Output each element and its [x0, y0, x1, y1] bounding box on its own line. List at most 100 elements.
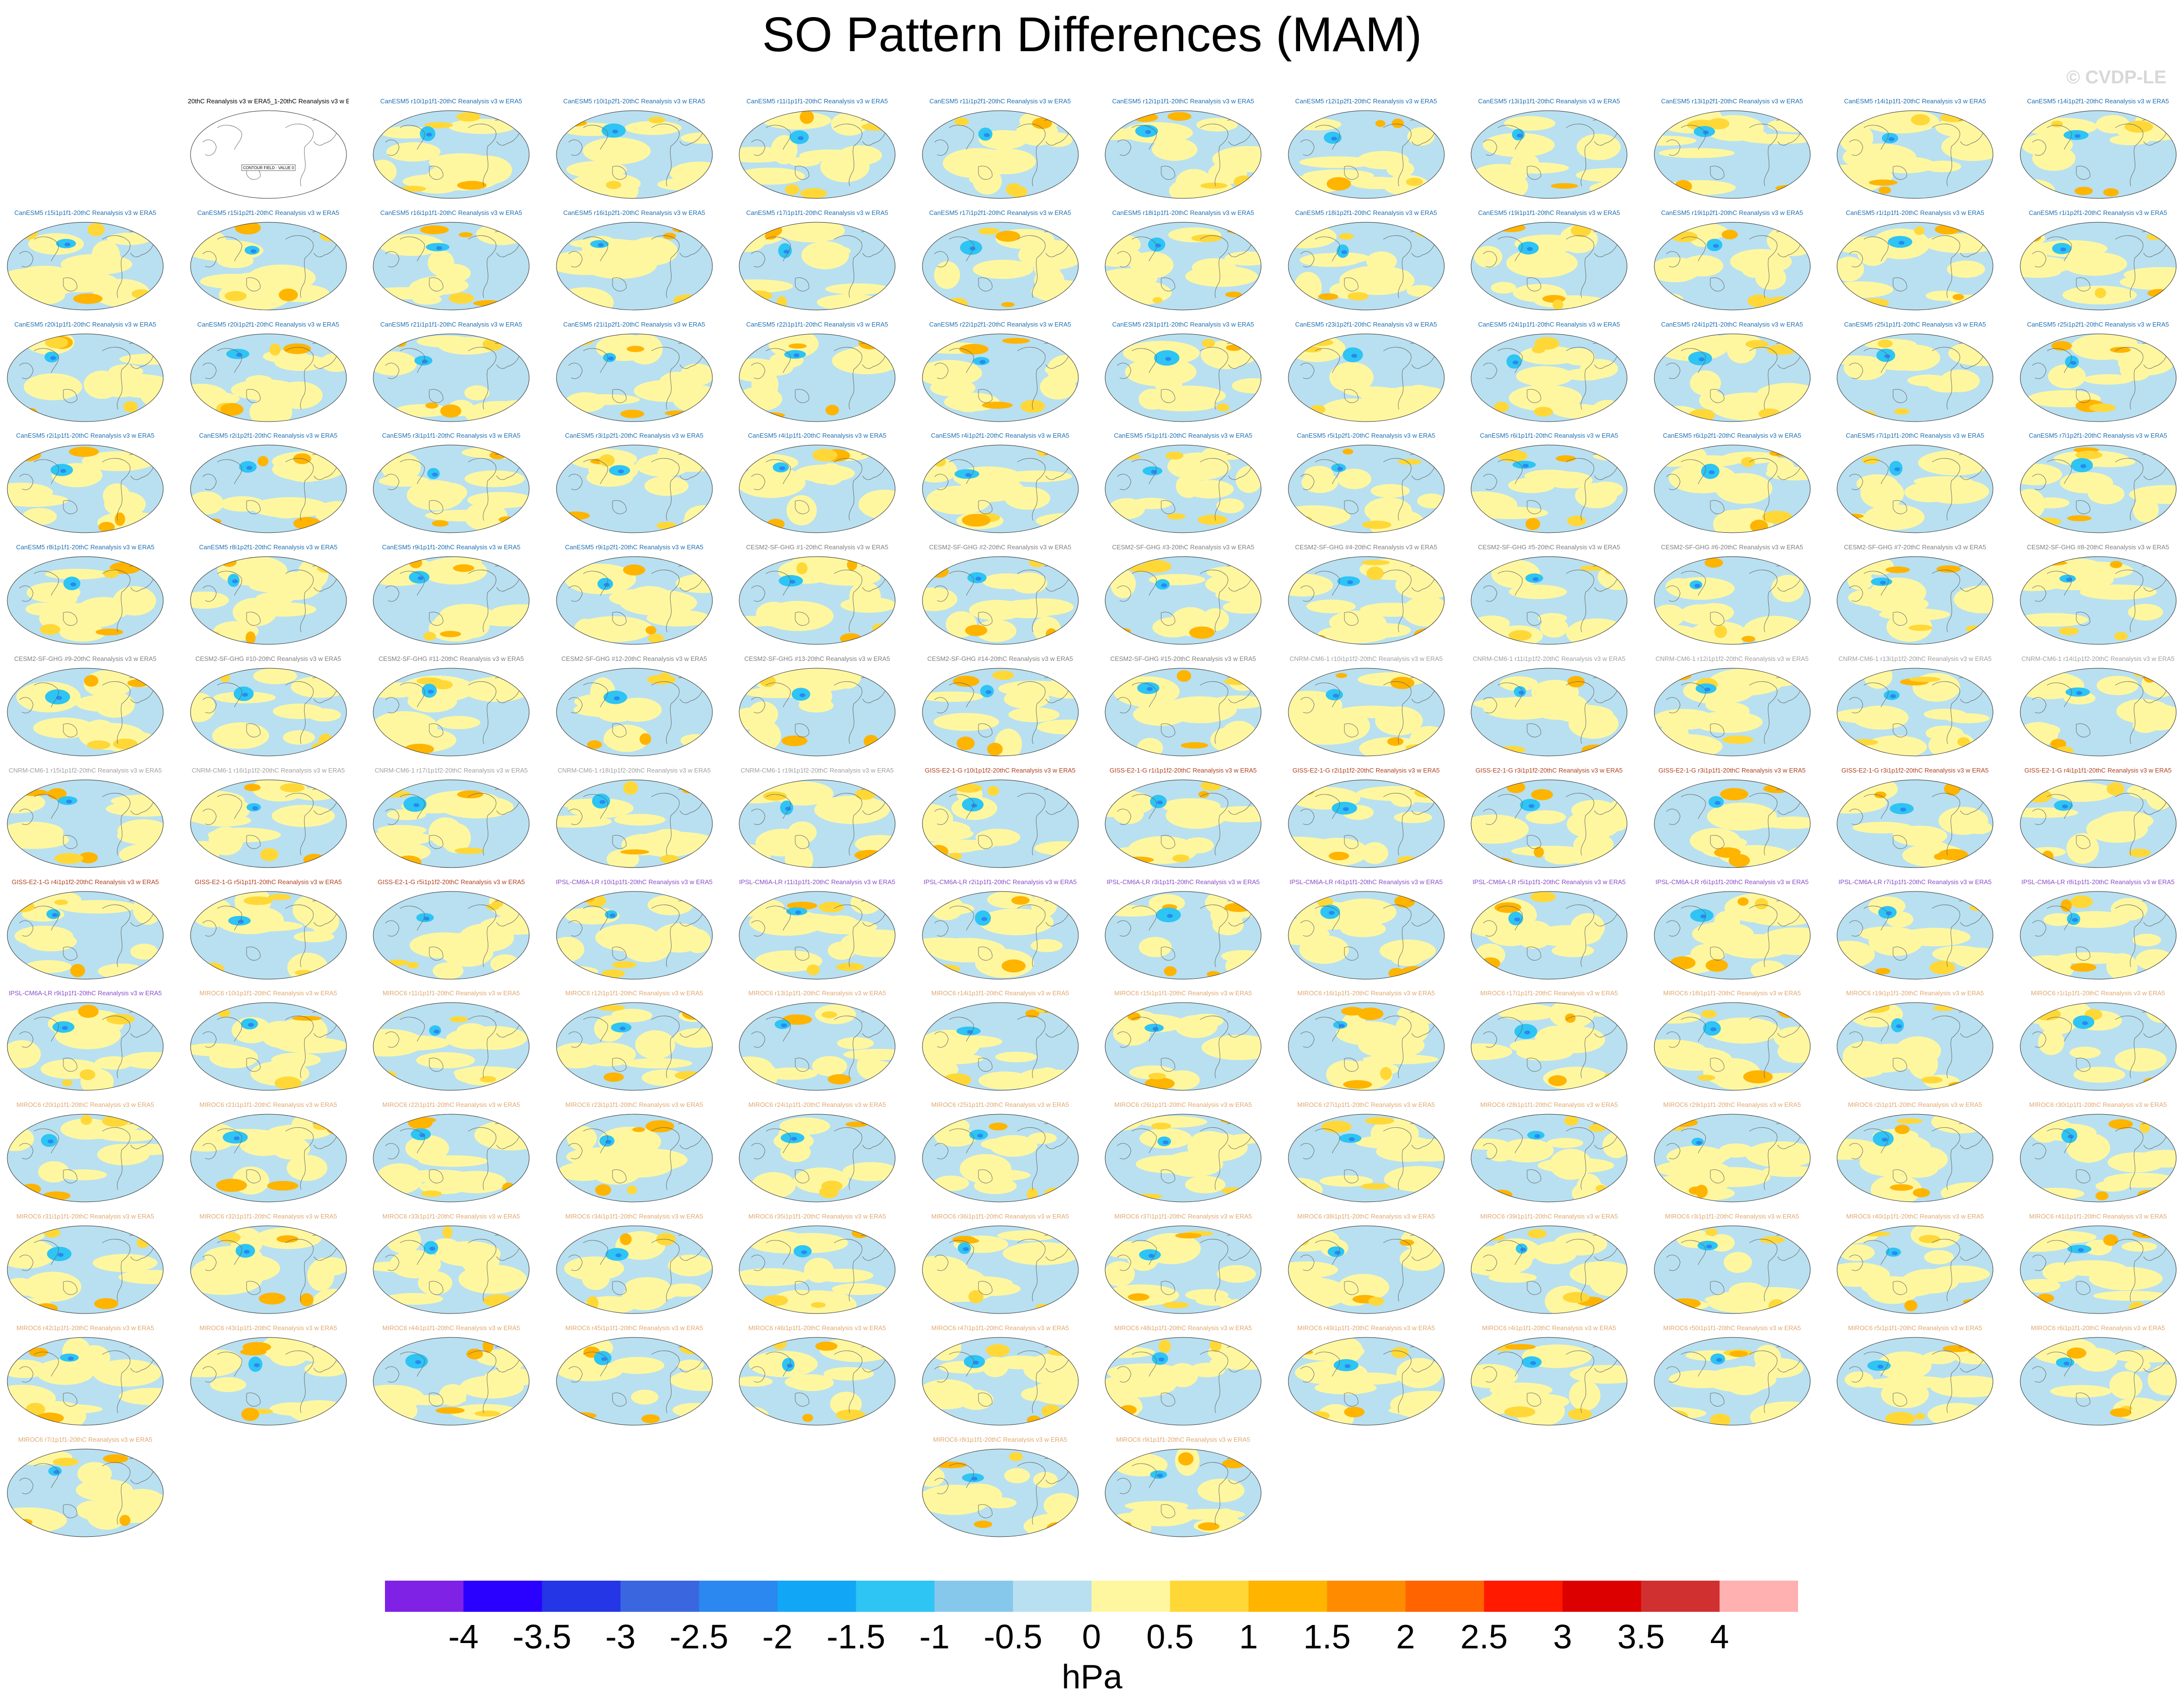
- panel-title: CNRM-CM6-1 r15i1p1f2-20thC Reanalysis v3…: [8, 766, 162, 774]
- globe-map: [1654, 668, 1810, 756]
- globe-map: [373, 779, 530, 868]
- globe-map: [1837, 333, 1993, 422]
- map-panel: GISS-E2-1-G r3i1p1f2-20thC Reanalysis v3…: [1469, 767, 1629, 876]
- globe-map: [373, 222, 530, 310]
- globe-map: [922, 1225, 1078, 1314]
- map-panel: CanESM5 r20i1p2f1-20thC Reanalysis v3 w …: [188, 321, 349, 430]
- panel-title: GISS-E2-1-G r3i1p1f2-20thC Reanalysis v3…: [1841, 766, 1989, 774]
- colorbar-tick-label: -2: [762, 1618, 793, 1656]
- map-panel: MIROC6 r9i1p1f1-20thC Reanalysis v3 w ER…: [1103, 1436, 1264, 1545]
- panel-title: MIROC6 r14i1p1f1-20thC Reanalysis v3 w E…: [931, 989, 1069, 997]
- map-panel: CESM2-SF-GHG #15-20thC Reanalysis v3 w E…: [1103, 655, 1264, 764]
- globe-map: [2020, 668, 2176, 756]
- map-panel: CanESM5 r13i1p2f1-20thC Reanalysis v3 w …: [1652, 97, 1813, 207]
- map-panel: IPSL-CM6A-LR r5i1p1f1-20thC Reanalysis v…: [1469, 878, 1629, 987]
- globe-map: [2020, 891, 2176, 980]
- globe-map: [1288, 556, 1444, 645]
- map-panel: MIROC6 r28i1p1f1-20thC Reanalysis v3 w E…: [1469, 1101, 1629, 1210]
- panel-title: CanESM5 r21i1p2f1-20thC Reanalysis v3 w …: [563, 320, 706, 328]
- globe-map: [190, 556, 346, 645]
- globe-map: [373, 333, 530, 422]
- globe-map: [922, 891, 1078, 980]
- panel-title: CanESM5 r4i1p1f1-20thC Reanalysis v3 w E…: [748, 432, 886, 440]
- map-panel: GISS-E2-1-G r5i1p1f2-20thC Reanalysis v3…: [371, 878, 532, 987]
- globe-map: [1288, 1114, 1444, 1202]
- map-panel: CESM2-SF-GHG #13-20thC Reanalysis v3 w E…: [737, 655, 898, 764]
- panel-title: GISS-E2-1-G r4i1p1f2-20thC Reanalysis v3…: [11, 878, 159, 886]
- map-panel: CESM2-SF-GHG #7-20thC Reanalysis v3 w ER…: [1835, 543, 1995, 653]
- panel-title: CESM2-SF-GHG #1-20thC Reanalysis v3 w ER…: [746, 543, 888, 551]
- map-panel: MIROC6 r38i1p1f1-20thC Reanalysis v3 w E…: [1286, 1213, 1447, 1322]
- map-panel: CanESM5 r15i1p1f1-20thC Reanalysis v3 w …: [5, 209, 166, 318]
- map-panel: MIROC6 r10i1p1f1-20thC Reanalysis v3 w E…: [188, 989, 349, 1099]
- panel-title: IPSL-CM6A-LR r11i1p1f1-20thC Reanalysis …: [739, 878, 896, 886]
- panel-title: MIROC6 r30i1p1f1-20thC Reanalysis v3 w E…: [2029, 1101, 2167, 1109]
- panel-title: CanESM5 r13i1p2f1-20thC Reanalysis v3 w …: [1661, 97, 1803, 105]
- globe-map: [373, 445, 530, 533]
- globe-map: [739, 222, 896, 310]
- panel-title: CanESM5 r15i1p1f1-20thC Reanalysis v3 w …: [14, 209, 156, 216]
- panel-title: MIROC6 r23i1p1f1-20thC Reanalysis v3 w E…: [565, 1101, 703, 1109]
- panel-title: CanESM5 r24i1p2f1-20thC Reanalysis v3 w …: [1661, 320, 1803, 328]
- map-panel: MIROC6 r8i1p1f1-20thC Reanalysis v3 w ER…: [920, 1436, 1081, 1545]
- globe-map: [1288, 333, 1444, 422]
- panel-title: CanESM5 r14i1p2f1-20thC Reanalysis v3 w …: [2027, 97, 2169, 105]
- globe-map: [1288, 779, 1444, 868]
- globe-map: [1654, 445, 1810, 533]
- map-panel: MIROC6 r23i1p1f1-20thC Reanalysis v3 w E…: [554, 1101, 715, 1210]
- globe-map: [7, 1449, 164, 1537]
- map-panel: MIROC6 r3i1p1f1-20thC Reanalysis v3 w ER…: [1652, 1213, 1813, 1322]
- map-panel: MIROC6 r33i1p1f1-20thC Reanalysis v3 w E…: [371, 1213, 532, 1322]
- globe-map: [1105, 556, 1262, 645]
- globe-map: [739, 445, 896, 533]
- map-panel: CanESM5 r15i1p2f1-20thC Reanalysis v3 w …: [188, 209, 349, 318]
- globe-map: CONTOUR FIELD - VALUE 0: [190, 110, 346, 199]
- panel-title: CanESM5 r14i1p1f1-20thC Reanalysis v3 w …: [1844, 97, 1986, 105]
- panel-title: MIROC6 r24i1p1f1-20thC Reanalysis v3 w E…: [748, 1101, 886, 1109]
- globe-map: [556, 1337, 712, 1426]
- panel-title: MIROC6 r16i1p1f1-20thC Reanalysis v3 w E…: [1297, 989, 1435, 997]
- globe-map: [1105, 668, 1262, 756]
- globe-map: [2020, 333, 2176, 422]
- map-panel: MIROC6 r26i1p1f1-20thC Reanalysis v3 w E…: [1103, 1101, 1264, 1210]
- panel-title: MIROC6 r10i1p1f1-20thC Reanalysis v3 w E…: [199, 989, 337, 997]
- map-panel: 20thC Reanalysis v3 w ERA5_1-20thC Reana…: [188, 97, 349, 207]
- colorbar-tick-label: 1.5: [1303, 1618, 1351, 1656]
- map-panel: IPSL-CM6A-LR r2i1p1f1-20thC Reanalysis v…: [920, 878, 1081, 987]
- map-panel: CanESM5 r4i1p1f1-20thC Reanalysis v3 w E…: [737, 432, 898, 541]
- colorbar-segment: [1641, 1581, 1720, 1612]
- colorbar-segment: [699, 1581, 778, 1612]
- panel-title: MIROC6 r7i1p1f1-20thC Reanalysis v3 w ER…: [18, 1435, 153, 1443]
- panel-title: CanESM5 r6i1p1f1-20thC Reanalysis v3 w E…: [1480, 432, 1618, 440]
- map-panel: CanESM5 r18i1p2f1-20thC Reanalysis v3 w …: [1286, 209, 1447, 318]
- globe-map: [922, 333, 1078, 422]
- map-panel: CanESM5 r6i1p2f1-20thC Reanalysis v3 w E…: [1652, 432, 1813, 541]
- globe-map: [739, 668, 896, 756]
- map-panel: CanESM5 r18i1p1f1-20thC Reanalysis v3 w …: [1103, 209, 1264, 318]
- colorbar-tick-label: -1: [919, 1618, 950, 1656]
- globe-map: [1654, 222, 1810, 310]
- globe-map: [7, 779, 164, 868]
- globe-map: [373, 1225, 530, 1314]
- map-panel: CanESM5 r22i1p1f1-20thC Reanalysis v3 w …: [737, 321, 898, 430]
- globe-map: [922, 222, 1078, 310]
- panel-title: MIROC6 r18i1p1f1-20thC Reanalysis v3 w E…: [1663, 989, 1801, 997]
- map-panel: GISS-E2-1-G r2i1p1f2-20thC Reanalysis v3…: [1286, 767, 1447, 876]
- colorbar-segment: [385, 1581, 464, 1612]
- panel-title: CNRM-CM6-1 r17i1p1f2-20thC Reanalysis v3…: [374, 766, 528, 774]
- panel-title: MIROC6 r28i1p1f1-20thC Reanalysis v3 w E…: [1480, 1101, 1618, 1109]
- panel-title: MIROC6 r20i1p1f1-20thC Reanalysis v3 w E…: [16, 1101, 154, 1109]
- map-panel: CanESM5 r23i1p1f1-20thC Reanalysis v3 w …: [1103, 321, 1264, 430]
- panel-title: CNRM-CM6-1 r11i1p1f2-20thC Reanalysis v3…: [1473, 655, 1626, 662]
- panel-title: MIROC6 r39i1p1f1-20thC Reanalysis v3 w E…: [1480, 1213, 1618, 1220]
- colorbar-segment: [1562, 1581, 1642, 1612]
- colorbar-segment: [1170, 1581, 1249, 1612]
- map-panel: CESM2-SF-GHG #5-20thC Reanalysis v3 w ER…: [1469, 543, 1629, 653]
- globe-map: [922, 668, 1078, 756]
- panel-title: CanESM5 r10i1p2f1-20thC Reanalysis v3 w …: [563, 97, 706, 105]
- panel-title: CanESM5 r20i1p2f1-20thC Reanalysis v3 w …: [197, 320, 340, 328]
- globe-map: [7, 556, 164, 645]
- globe-map: [190, 1114, 346, 1202]
- colorbar-units: hPa: [1061, 1658, 1123, 1696]
- panel-title: CESM2-SF-GHG #4-20thC Reanalysis v3 w ER…: [1295, 543, 1437, 551]
